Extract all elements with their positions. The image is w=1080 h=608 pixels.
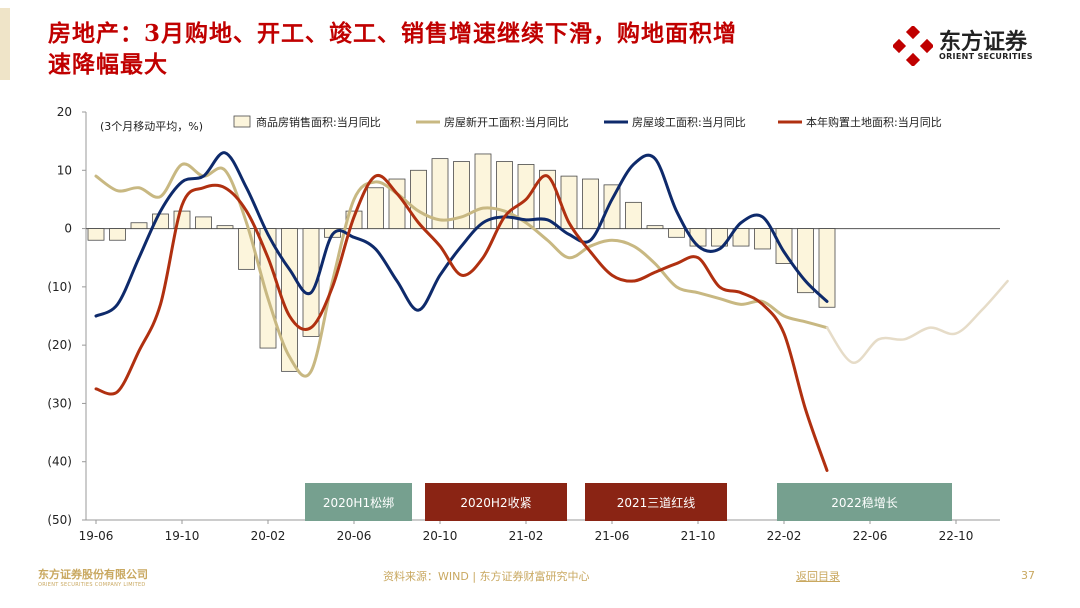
unit-note: (3个月移动平均，%) bbox=[100, 120, 203, 133]
sales-bar bbox=[130, 222, 148, 229]
sales-bar bbox=[453, 161, 470, 229]
sales-bar bbox=[625, 201, 642, 229]
policy-band bbox=[585, 483, 727, 521]
sales-bar bbox=[539, 169, 556, 229]
y-tick-label: (50) bbox=[47, 513, 72, 527]
y-tick-label: (10) bbox=[47, 280, 72, 294]
page-title: 房地产：3月购地、开工、竣工、销售增速继续下滑，购地面积增 速降幅最大 bbox=[48, 18, 848, 80]
policy-band bbox=[425, 483, 567, 521]
sales-bar bbox=[216, 225, 234, 229]
policy-band-label: 2020H2收紧 bbox=[460, 496, 531, 510]
sales-bar bbox=[754, 228, 771, 250]
policy-band-label: 2021三道红线 bbox=[617, 495, 696, 510]
sales-bar bbox=[711, 228, 728, 247]
brand-diamond-icon bbox=[893, 26, 933, 66]
footer-company: 东方证券股份有限公司 ORIENT SECURITIES COMPANY LIM… bbox=[38, 566, 148, 588]
y-tick-label: 20 bbox=[57, 105, 72, 119]
sales-bar bbox=[474, 153, 492, 229]
x-tick-label: 19-10 bbox=[165, 529, 200, 543]
policy-band bbox=[305, 483, 412, 521]
title-line-2: 速降幅最大 bbox=[48, 51, 168, 78]
y-tick-label: 10 bbox=[57, 163, 72, 177]
sales-bar bbox=[603, 184, 621, 229]
legend-label: 房屋竣工面积:当月同比 bbox=[632, 115, 746, 129]
back-to-contents-link[interactable]: 返回目录 bbox=[796, 570, 840, 583]
page-number: 37 bbox=[1021, 569, 1035, 582]
land-purchase-line bbox=[94, 173, 829, 472]
footer-company-cn: 东方证券股份有限公司 bbox=[38, 568, 148, 581]
sales-bar bbox=[367, 187, 384, 229]
legend-label: 本年购置土地面积:当月同比 bbox=[806, 115, 942, 129]
sales-bar bbox=[302, 228, 320, 337]
brand-name-cn: 东方证券 bbox=[939, 30, 1028, 55]
title-line-1: 房地产：3月购地、开工、竣工、销售增速继续下滑，购地面积增 bbox=[48, 20, 738, 47]
sales-bar bbox=[238, 228, 255, 270]
sales-bar bbox=[109, 228, 126, 241]
sales-bar bbox=[582, 178, 599, 229]
sales-bar bbox=[517, 164, 535, 229]
bar-series bbox=[87, 153, 836, 372]
policy-band-label: 2020H1松绑 bbox=[323, 496, 394, 510]
brand-logo: 东方证券 ORIENT SECURITIES bbox=[893, 24, 1043, 68]
sales-bar bbox=[818, 228, 836, 308]
line-series bbox=[94, 151, 1009, 472]
projection-line bbox=[825, 279, 1009, 364]
y-tick-label: (20) bbox=[47, 338, 72, 352]
sales-bar bbox=[775, 228, 793, 264]
x-tick-label: 21-10 bbox=[681, 529, 716, 543]
sales-bar bbox=[259, 228, 277, 349]
legend-swatch bbox=[233, 115, 251, 128]
brand-name-en: ORIENT SECURITIES bbox=[939, 52, 1033, 61]
x-tick-label: 21-06 bbox=[595, 529, 630, 543]
policy-band bbox=[777, 483, 952, 521]
x-tick-label: 22-10 bbox=[939, 529, 974, 543]
x-tick-label: 19-06 bbox=[79, 529, 114, 543]
footer-company-en: ORIENT SECURITIES COMPANY LIMITED bbox=[38, 582, 146, 588]
chart-legend: 商品房销售面积:当月同比 房屋新开工面积:当月同比 房屋竣工面积:当月同比 本年购置土… bbox=[233, 115, 942, 129]
policy-bands: 2020H1松绑 2020H2收紧 2021三道红线 2022稳增长 bbox=[305, 483, 952, 521]
sales-bar bbox=[87, 228, 105, 241]
source-note: 资料来源：WIND | 东方证券财富研究中心 bbox=[383, 570, 590, 583]
sales-bar bbox=[410, 169, 427, 229]
x-tick-label: 20-06 bbox=[337, 529, 372, 543]
legend-label: 商品房销售面积:当月同比 bbox=[256, 115, 381, 129]
sales-bar bbox=[195, 216, 212, 229]
y-tick-label: (40) bbox=[47, 455, 72, 469]
x-tick-label: 22-02 bbox=[767, 529, 802, 543]
sales-bar bbox=[646, 225, 664, 229]
new-starts-line bbox=[94, 162, 829, 378]
accent-bar bbox=[0, 8, 10, 80]
policy-band-label: 2022稳增长 bbox=[831, 495, 898, 510]
x-tick-label: 20-10 bbox=[423, 529, 458, 543]
sales-bar bbox=[431, 158, 449, 229]
sales-bar bbox=[668, 228, 685, 238]
completions-line bbox=[94, 151, 829, 318]
legend-label: 房屋新开工面积:当月同比 bbox=[444, 115, 569, 129]
x-tick-label: 21-02 bbox=[509, 529, 544, 543]
x-tick-label: 20-02 bbox=[251, 529, 286, 543]
y-tick-label: 0 bbox=[64, 222, 72, 236]
y-tick-label: (30) bbox=[47, 396, 72, 410]
x-tick-label: 22-06 bbox=[853, 529, 888, 543]
sales-bar bbox=[732, 228, 750, 247]
